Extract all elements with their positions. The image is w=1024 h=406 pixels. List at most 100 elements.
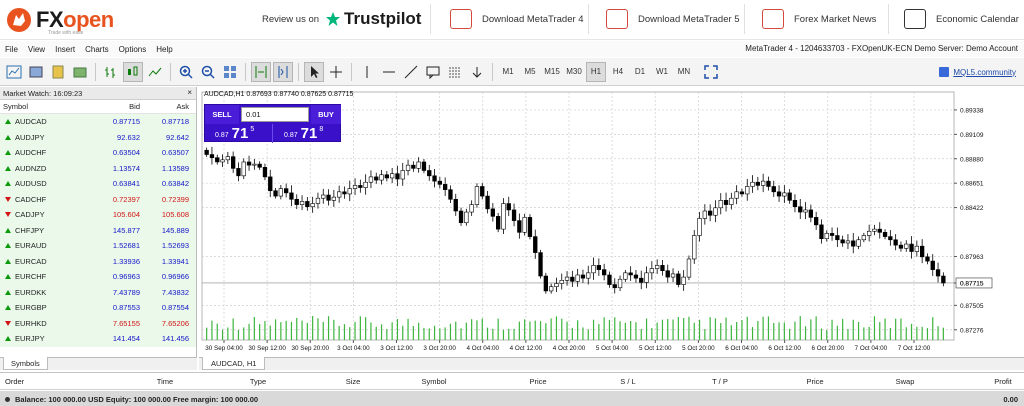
candle-body bbox=[326, 194, 331, 201]
market-watch-title-bar: Market Watch: 16:09:23 × bbox=[0, 87, 196, 100]
zoom-out-button[interactable] bbox=[198, 62, 218, 82]
terminal-col-tp[interactable]: T / P bbox=[712, 377, 728, 386]
crosshair-button[interactable] bbox=[326, 62, 346, 82]
header-symbol[interactable]: Symbol bbox=[3, 102, 29, 111]
menu-charts[interactable]: Charts bbox=[85, 44, 109, 54]
market-watch-row[interactable]: AUDJPY 92.632 92.642 bbox=[0, 129, 196, 145]
terminal-col-order[interactable]: Order bbox=[5, 377, 25, 386]
autoscroll-button[interactable] bbox=[251, 61, 271, 82]
horizontal-line-button[interactable] bbox=[379, 62, 399, 82]
market-watch-row[interactable]: AUDNZD 1.13574 1.13589 bbox=[0, 160, 196, 176]
download-mt4-link[interactable]: Download MetaTrader 4 bbox=[450, 0, 584, 38]
terminal-col-size[interactable]: Size bbox=[345, 377, 361, 386]
timeframe-m5[interactable]: M5 bbox=[524, 67, 536, 76]
header-bid[interactable]: Bid bbox=[129, 102, 140, 111]
new-chart-button[interactable] bbox=[4, 62, 24, 82]
terminal-col-time[interactable]: Time bbox=[156, 377, 174, 386]
menu-view[interactable]: View bbox=[27, 44, 46, 54]
market-watch-row[interactable]: EURCHF 0.96963 0.96966 bbox=[0, 269, 196, 285]
candle-body bbox=[252, 163, 257, 166]
line-chart-button[interactable] bbox=[145, 62, 165, 82]
timeframe-m15[interactable]: M15 bbox=[544, 67, 560, 76]
arrows-button[interactable] bbox=[467, 62, 487, 82]
chart-shift-button[interactable] bbox=[273, 61, 293, 82]
vertical-line-icon bbox=[366, 65, 368, 78]
timeframe-mn[interactable]: MN bbox=[677, 67, 691, 76]
forex-news-link[interactable]: Forex Market News bbox=[762, 0, 876, 38]
trustpilot-review-link[interactable]: Review us on Trustpilot bbox=[262, 0, 421, 38]
bid-cell: 141.454 bbox=[112, 334, 140, 344]
cursor-button[interactable] bbox=[304, 61, 324, 82]
market-watch-row[interactable]: AUDUSD 0.63841 0.63842 bbox=[0, 176, 196, 192]
symbol-name: EURCHF bbox=[15, 272, 47, 282]
market-watch-row[interactable]: AUDCAD 0.87715 0.87718 bbox=[0, 114, 196, 130]
mql5-community-link[interactable]: MQL5.community bbox=[939, 67, 1016, 77]
fullscreen-button[interactable] bbox=[701, 62, 721, 82]
close-icon[interactable]: × bbox=[187, 88, 192, 97]
market-watch-row[interactable]: EURDKK 7.43789 7.43832 bbox=[0, 284, 196, 300]
market-watch-row[interactable]: EURGBP 0.87553 0.87554 bbox=[0, 300, 196, 316]
bar-chart-button[interactable] bbox=[101, 62, 121, 82]
market-watch-row[interactable]: EURAUD 1.52681 1.52693 bbox=[0, 238, 196, 254]
terminal-col-sl[interactable]: S / L bbox=[620, 377, 636, 386]
terminal-col-symbol[interactable]: Symbol bbox=[421, 377, 447, 386]
market-watch-row[interactable]: EURJPY 141.454 141.456 bbox=[0, 331, 196, 347]
buy-button[interactable]: BUY bbox=[311, 105, 341, 124]
market-watch-row[interactable]: AUDCHF 0.63504 0.63507 bbox=[0, 145, 196, 161]
market-watch-button[interactable] bbox=[48, 62, 68, 82]
terminal-col-swap[interactable]: Swap bbox=[895, 377, 915, 386]
sell-price[interactable]: 0.87 71 5 bbox=[205, 124, 273, 143]
menu-help[interactable]: Help bbox=[156, 44, 173, 54]
terminal-col-price[interactable]: Price bbox=[529, 377, 547, 386]
market-watch-row[interactable]: CHFJPY 145.877 145.889 bbox=[0, 222, 196, 238]
candle-body bbox=[278, 188, 284, 197]
economic-calendar-link[interactable]: Economic Calendar bbox=[904, 0, 1019, 38]
symbol-name: EURHKD bbox=[15, 318, 47, 328]
menu-options[interactable]: Options bbox=[118, 44, 147, 54]
sell-button[interactable]: SELL bbox=[205, 105, 239, 124]
bid-cell: 0.72397 bbox=[112, 194, 140, 204]
timeframe-m30[interactable]: M30 bbox=[566, 67, 582, 76]
text-label-button[interactable] bbox=[423, 62, 443, 82]
terminal-col-profit[interactable]: Profit bbox=[994, 377, 1012, 386]
timeframe-m1[interactable]: M1 bbox=[502, 67, 514, 76]
lot-size-input[interactable] bbox=[241, 107, 309, 122]
zoom-in-button[interactable] bbox=[176, 62, 196, 82]
download-mt5-link[interactable]: Download MetaTrader 5 bbox=[606, 0, 740, 38]
timeframe-h1[interactable]: H1 bbox=[586, 61, 606, 82]
market-watch-row[interactable]: EURHKD 7.65155 7.65206 bbox=[0, 315, 196, 331]
tile-windows-button[interactable] bbox=[220, 62, 240, 82]
data-window-button[interactable] bbox=[70, 62, 90, 82]
menu-file[interactable]: File bbox=[5, 44, 18, 54]
ask-cell: 0.87554 bbox=[161, 303, 189, 313]
fibonacci-button[interactable] bbox=[445, 62, 465, 82]
tab-symbols[interactable]: Symbols bbox=[3, 357, 48, 370]
toolbar-divider bbox=[492, 62, 493, 81]
profiles-button[interactable] bbox=[26, 62, 46, 82]
menu-insert[interactable]: Insert bbox=[55, 44, 76, 54]
market-watch-row[interactable]: EURCAD 1.33936 1.33941 bbox=[0, 253, 196, 269]
x-tick-label: 30 Sep 12:00 bbox=[248, 345, 286, 352]
timeframe-w1[interactable]: W1 bbox=[656, 67, 668, 76]
candle-body bbox=[586, 272, 591, 279]
candle-body bbox=[310, 203, 315, 208]
vertical-line-button[interactable] bbox=[357, 62, 377, 82]
market-watch-row[interactable]: CADCHF 0.72397 0.72399 bbox=[0, 191, 196, 207]
candlestick-button[interactable] bbox=[123, 61, 143, 82]
fxopen-logo[interactable]: FXopen Trade with ease bbox=[6, 4, 114, 36]
terminal-col-type[interactable]: Type bbox=[249, 377, 267, 386]
market-watch-row[interactable]: CADJPY 105.604 105.608 bbox=[0, 207, 196, 223]
header-ask[interactable]: Ask bbox=[176, 102, 189, 111]
symbol-name: AUDNZD bbox=[15, 163, 47, 173]
candle-body bbox=[421, 161, 427, 171]
candle-body bbox=[543, 275, 549, 292]
candle-body bbox=[787, 192, 792, 201]
terminal-col-price-current[interactable]: Price bbox=[806, 377, 824, 386]
candlestick-chart[interactable]: 0.89338 0.89109 0.88880 0.88651 0.88422 0.879… bbox=[199, 87, 1024, 357]
buy-price[interactable]: 0.87 71 8 bbox=[274, 124, 342, 143]
tab-audcad-h1[interactable]: AUDCAD, H1 bbox=[202, 357, 266, 370]
timeframe-d1[interactable]: D1 bbox=[634, 67, 646, 76]
trendline-button[interactable] bbox=[401, 62, 421, 82]
timeframe-h4[interactable]: H4 bbox=[612, 67, 624, 76]
toolbar-divider bbox=[351, 62, 352, 81]
